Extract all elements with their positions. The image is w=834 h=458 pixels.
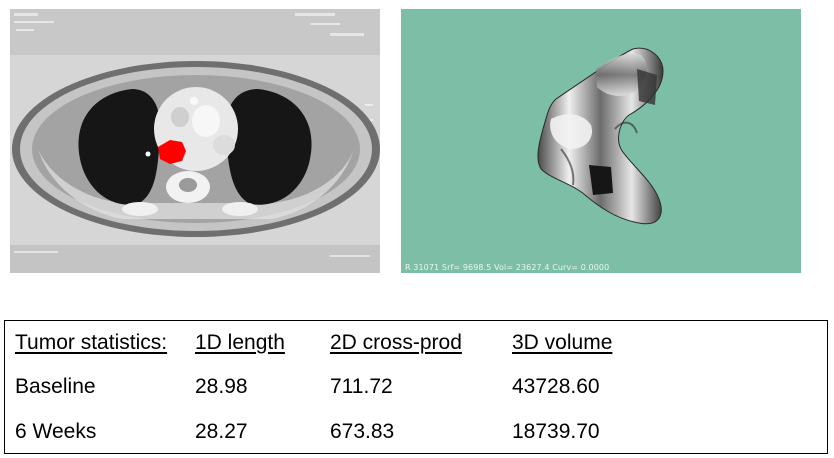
tumor-highlight	[158, 140, 186, 164]
ct-scan-image	[10, 9, 380, 273]
right-lung	[78, 89, 161, 205]
row-label-baseline: Baseline	[15, 375, 96, 398]
6-weeks-2d-cross-prod: 673.83	[330, 420, 395, 443]
6-weeks-3d-volume: 18739.70	[512, 420, 600, 443]
baseline-1d-length: 28.98	[195, 375, 248, 398]
tumor-statistics-table: Tumor statistics: 1D length 2D cross-pro…	[4, 320, 828, 454]
header-2d-cross-prod: 2D cross-prod	[330, 331, 462, 354]
tumor-cavity	[589, 165, 613, 195]
tumor-3d-model	[537, 47, 664, 225]
baseline-3d-volume: 43728.60	[512, 375, 600, 398]
baseline-2d-cross-prod: 711.72	[330, 375, 393, 398]
tumor-3d-model-view: R 31071 Srf= 9698.5 Vol= 23627.4 Curv= 0…	[401, 9, 801, 273]
header-1d-length: 1D length	[195, 331, 285, 354]
ct-scan-drawing	[10, 9, 380, 273]
header-tumor-statistics: Tumor statistics:	[15, 331, 168, 354]
left-lung	[225, 89, 312, 205]
6-weeks-1d-length: 28.27	[195, 420, 248, 443]
row-label-6-weeks: 6 Weeks	[15, 420, 97, 443]
header-3d-volume: 3D volume	[512, 331, 613, 354]
model-statistics-readout: R 31071 Srf= 9698.5 Vol= 23627.4 Curv= 0…	[405, 263, 610, 272]
